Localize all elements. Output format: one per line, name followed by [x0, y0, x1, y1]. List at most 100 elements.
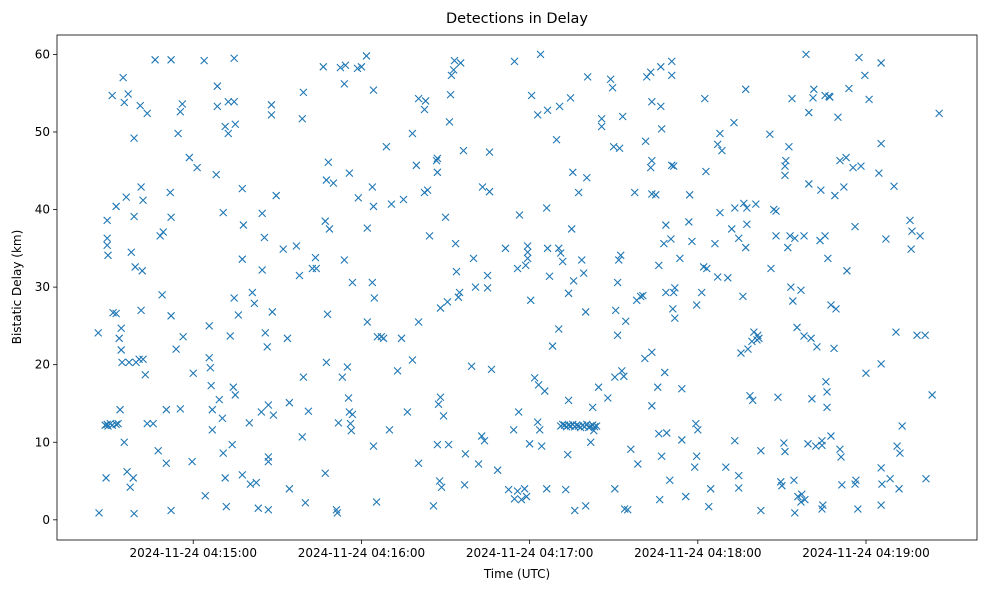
data-point: [626, 445, 635, 454]
data-point: [582, 173, 591, 182]
data-point: [561, 485, 570, 494]
data-point: [748, 396, 757, 405]
data-point: [797, 286, 805, 295]
data-point: [509, 425, 518, 434]
data-point: [521, 261, 530, 270]
data-point: [206, 363, 215, 372]
data-point: [704, 502, 713, 511]
data-point: [363, 224, 372, 233]
data-point: [213, 102, 222, 111]
data-point: [569, 277, 578, 285]
data-point: [730, 204, 739, 212]
data-point: [469, 254, 478, 263]
data-point: [823, 387, 831, 396]
data-point: [238, 184, 247, 193]
data-point: [176, 405, 185, 413]
data-point: [493, 466, 502, 475]
data-point: [825, 93, 834, 101]
data-point: [688, 237, 696, 246]
data-point: [357, 62, 366, 71]
data-point: [114, 419, 122, 428]
data-point: [333, 508, 342, 517]
data-point: [208, 425, 217, 434]
data-point: [354, 194, 363, 202]
data-point: [421, 97, 430, 105]
data-point: [167, 213, 175, 222]
data-point: [741, 85, 750, 94]
data-point: [641, 137, 650, 146]
data-point: [221, 474, 230, 482]
data-point: [454, 293, 463, 302]
data-point: [790, 234, 799, 243]
data-point: [382, 142, 391, 151]
data-point: [765, 130, 774, 139]
data-point: [554, 244, 563, 253]
data-point: [716, 208, 724, 217]
data-point: [892, 328, 900, 336]
data-point: [667, 235, 675, 243]
data-point: [886, 474, 894, 483]
x-axis-label: Time (UTC): [483, 567, 550, 581]
data-point: [264, 401, 273, 409]
data-point: [525, 439, 534, 448]
data-point: [830, 344, 838, 353]
data-point: [843, 266, 851, 275]
data-point: [336, 63, 345, 72]
data-point: [432, 156, 441, 165]
data-point: [581, 308, 590, 316]
data-point: [257, 408, 266, 416]
data-point: [292, 242, 301, 250]
data-point: [347, 426, 356, 435]
data-point: [433, 440, 442, 449]
data-point: [586, 438, 595, 447]
data-point: [385, 425, 394, 434]
data-point: [513, 487, 522, 496]
data-point: [727, 225, 736, 233]
data-point: [621, 317, 630, 326]
data-point: [368, 278, 377, 287]
data-point: [285, 398, 294, 407]
data-point: [219, 208, 228, 217]
data-point: [554, 325, 563, 333]
data-point: [797, 490, 806, 499]
data-point: [692, 301, 701, 309]
data-point: [865, 95, 873, 104]
data-point: [842, 153, 850, 162]
data-point: [882, 235, 890, 243]
data-point: [245, 418, 254, 427]
data-point: [772, 207, 780, 215]
data-point: [533, 111, 542, 119]
data-point: [101, 421, 110, 430]
data-point: [269, 411, 278, 419]
data-point: [921, 331, 930, 340]
data-point: [802, 50, 810, 59]
data-point: [837, 453, 845, 461]
data-point: [822, 377, 830, 386]
data-point: [299, 373, 308, 381]
data-point: [154, 446, 163, 455]
data-point: [103, 234, 112, 243]
data-point: [804, 108, 813, 117]
data-point: [250, 299, 259, 308]
data-point: [471, 283, 480, 292]
y-axis-label: Bistatic Delay (km): [10, 230, 24, 345]
data-point: [706, 484, 715, 493]
data-point: [804, 180, 813, 188]
data-point: [445, 117, 454, 126]
data-point: [713, 140, 722, 149]
data-point: [756, 446, 765, 455]
data-point: [324, 158, 333, 167]
data-point: [790, 508, 799, 517]
data-point: [730, 118, 738, 127]
data-point: [534, 380, 543, 389]
data-point: [742, 204, 751, 212]
data-point: [723, 273, 732, 282]
data-point: [130, 212, 138, 221]
data-point: [878, 480, 886, 489]
data-point: [583, 73, 592, 81]
data-point: [403, 408, 412, 416]
data-point: [477, 432, 486, 440]
data-point: [137, 183, 145, 191]
data-point: [387, 200, 396, 208]
